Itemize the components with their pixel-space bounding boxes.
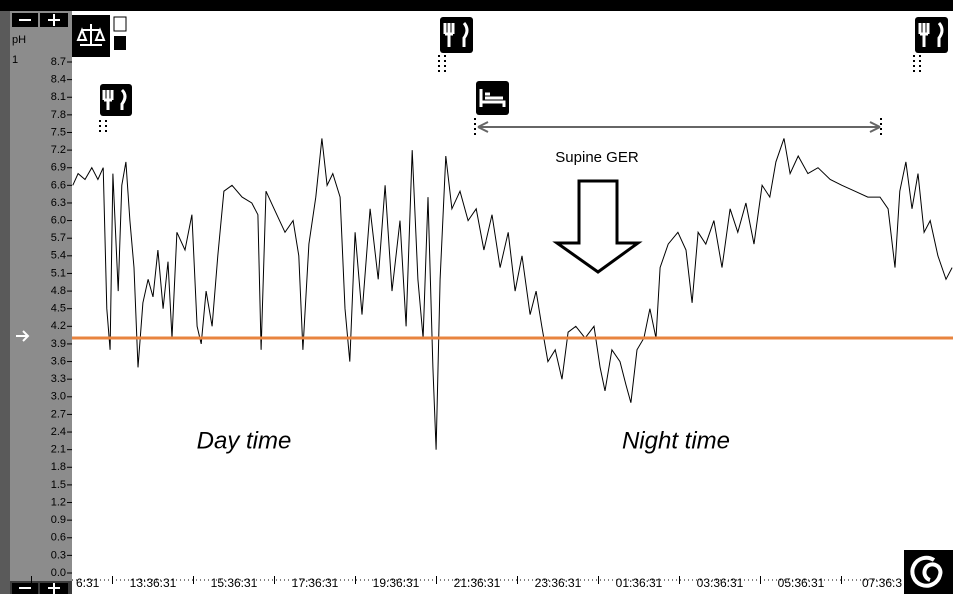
y-tick-label: 4.5 — [51, 303, 66, 315]
meal-icon — [913, 17, 948, 74]
y-tick-label: 6.0 — [51, 214, 66, 226]
y-tick-label: 7.2 — [51, 144, 66, 156]
x-tick-label: 07:36:3 — [862, 576, 902, 590]
supine-icon — [474, 81, 882, 136]
x-tick-label: 15:36:31 — [211, 576, 258, 590]
y-tick-label: 0.9 — [51, 514, 66, 526]
y-axis-label: pH — [12, 34, 26, 46]
y-tick-label: 2.7 — [51, 408, 66, 420]
y-tick-label: 1.2 — [51, 496, 66, 508]
y-tick-label: 1.8 — [51, 461, 66, 473]
meal-icon — [99, 84, 132, 134]
y-tick-label: 8.7 — [51, 56, 66, 68]
y-tick-label: 5.7 — [51, 232, 66, 244]
y-tick-label: 8.4 — [51, 74, 66, 86]
x-tick-label: 6:31 — [76, 576, 100, 590]
y-tick-label: 6.6 — [51, 179, 66, 191]
y-tick-label: 6.3 — [51, 197, 66, 209]
ger-arrow — [552, 179, 643, 274]
top-bar — [0, 0, 953, 11]
y-tick-label: 4.8 — [51, 285, 66, 297]
x-tick-label: 03:36:31 — [697, 576, 744, 590]
channel-label: 1 — [12, 54, 18, 66]
y-tick-label: 7.5 — [51, 126, 66, 138]
y-tick-label: 3.3 — [51, 373, 66, 385]
x-tick-label: 01:36:31 — [616, 576, 663, 590]
x-tick-label: 21:36:31 — [454, 576, 501, 590]
y-tick-label: 3.0 — [51, 391, 66, 403]
meal-icon — [438, 17, 473, 74]
axis-panel — [10, 11, 72, 581]
plus-icon — [48, 14, 60, 26]
x-tick-label: 19:36:31 — [373, 576, 420, 590]
y-tick-label: 0.3 — [51, 549, 66, 561]
y-tick-label: 6.9 — [51, 162, 66, 174]
ph-trace — [72, 138, 953, 450]
x-tick-label: 13:36:31 — [130, 576, 177, 590]
y-tick-label: 3.6 — [51, 355, 66, 367]
plot-area — [72, 138, 953, 450]
y-tick-label: 8.1 — [51, 91, 66, 103]
annotation: Day time — [197, 427, 292, 454]
annotation: Supine GER — [555, 149, 639, 166]
note-icon[interactable] — [113, 16, 127, 32]
glasses-icon[interactable] — [114, 36, 126, 50]
y-tick-label: 5.4 — [51, 250, 66, 262]
logo — [904, 550, 953, 594]
x-tick-label: 05:36:31 — [778, 576, 825, 590]
y-tick-label: 5.1 — [51, 267, 66, 279]
y-tick-label: 2.1 — [51, 444, 66, 456]
y-tick-label: 0.6 — [51, 532, 66, 544]
x-tick-label: 17:36:31 — [292, 576, 339, 590]
y-tick-label: 3.9 — [51, 338, 66, 350]
annotation: Night time — [622, 427, 730, 454]
left-edge — [0, 11, 10, 594]
y-tick-label: 0.0 — [51, 567, 66, 579]
y-tick-label: 4.2 — [51, 320, 66, 332]
threshold-pointer — [16, 330, 30, 342]
y-tick-label: 1.5 — [51, 479, 66, 491]
scale-icon — [76, 24, 106, 46]
y-tick-label: 2.4 — [51, 426, 66, 438]
y-tick-label: 7.8 — [51, 109, 66, 121]
plus-icon — [48, 583, 60, 594]
x-tick-label: 23:36:31 — [535, 576, 582, 590]
